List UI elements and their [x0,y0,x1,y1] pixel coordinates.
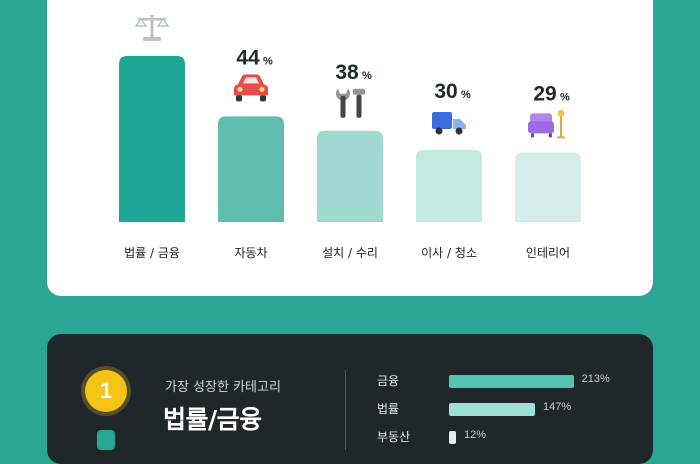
car-icon [234,74,268,102]
bar [515,152,581,222]
panel-divider [345,370,346,450]
rank-badge-ribbon [97,430,115,450]
growth-bar [449,431,457,444]
growth-label: 금융 [377,374,400,388]
panel-subtitle: 가장 성장한 카테고리 [165,380,281,395]
data-label: 30 [434,80,457,103]
bar [119,56,185,222]
bar [218,116,284,222]
data-label-unit: % [560,91,570,103]
growth-value: 12% [464,429,487,441]
data-label: 38 [335,61,359,84]
growth-value: 213% [581,373,610,385]
category-label: 법률 / 금융 [124,246,180,260]
category-label: 설치 / 수리 [322,246,378,260]
tools-icon [336,88,365,118]
growth-bar [449,403,535,416]
growth-row: 부동산 12% [377,428,647,446]
category-bar-chart: 법률 / 금융 44 % 자동차 38 % 설치 / 수리 30 % 이사 / 청소 29 % 인테리어 [119,15,581,260]
data-label: 44 [236,46,260,69]
sofa-icon [528,109,565,139]
data-label-unit: % [461,89,471,101]
bar [416,150,482,222]
growth-label: 법률 [377,402,400,416]
category-chart-card: 법률 / 금융 44% 자동차 38% 설치 / 수리 30% 이사 / 청소 29% 인테리어 [47,0,653,296]
growth-value: 147% [542,401,572,413]
data-label-unit: % [362,70,372,82]
category-label: 인테리어 [526,246,570,260]
category-label: 자동차 [234,246,267,260]
truck-icon [432,112,466,135]
growth-row: 법률 147% [377,400,647,418]
growth-panel: 1 가장 성장한 카테고리 법률/금융 금융 213% 법률 147% 부동산 12% [47,334,653,464]
scale-icon [134,15,170,41]
data-label: 29 [533,82,556,105]
bar [317,130,383,222]
growth-row: 금융 213% [377,372,647,390]
growth-label: 부동산 [377,430,411,444]
rank-badge: 1 [85,370,127,412]
data-label-unit: % [263,55,273,67]
category-label: 이사 / 청소 [421,246,477,260]
panel-headline: 법률/금융 [163,405,262,434]
growth-bar [449,375,574,388]
